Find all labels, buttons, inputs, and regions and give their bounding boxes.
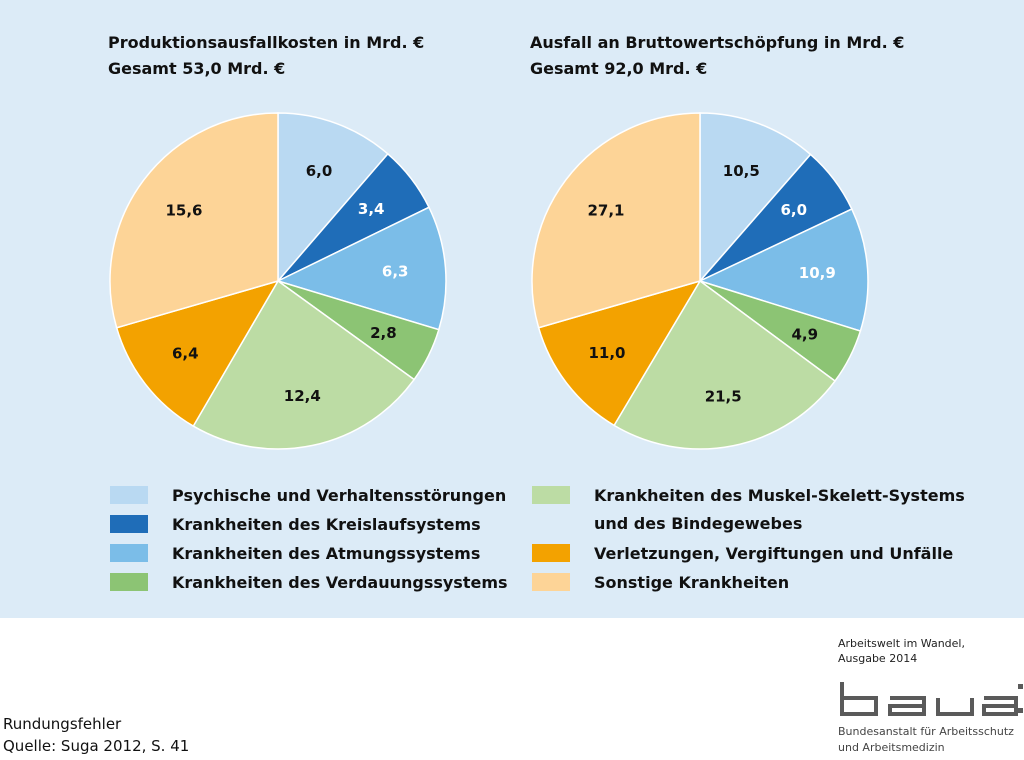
organisation-line-1: Bundesanstalt für Arbeitsschutz [838,725,1014,738]
legend-swatch [110,515,148,533]
legend-item-psychische: Psychische und Verhaltensstörungen [110,482,506,508]
pie-slice-verletzungen [537,279,702,427]
legend-label: Krankheiten des Verdauungssystems [172,572,508,592]
legend-item-sonstige: Sonstige Krankheiten [532,569,789,595]
legend-swatch [110,573,148,591]
pie-slice-psychische [699,112,812,283]
slice-label-atmung: 6,3 [382,263,409,281]
rounding-note: Rundungsfehler [3,715,122,733]
legend-item-verdauung: Krankheiten des Verdauungssystems [110,569,508,595]
baua-logo [840,682,1023,716]
organisation-name: Bundesanstalt für Arbeitsschutz und Arbe… [838,724,1014,756]
chart-2-subtitle: Gesamt 92,0 Mrd. € [530,59,708,78]
legend-swatch [532,486,570,504]
legend-label: Verletzungen, Vergiftungen und Unfälle [594,543,954,563]
slice-label-kreislauf: 3,4 [358,200,385,218]
legend-swatch [110,486,148,504]
slice-label-muskel-skelett: 21,5 [705,387,742,405]
publication-line-2: Ausgabe 2014 [838,652,918,665]
publication-info: Arbeitswelt im Wandel, Ausgabe 2014 [838,636,965,666]
source-note: Quelle: Suga 2012, S. 41 [3,737,190,755]
slice-label-verletzungen: 6,4 [172,344,199,362]
slice-label-verdauung: 2,8 [370,324,397,342]
slice-label-muskel-skelett: 12,4 [284,387,321,405]
publication-line-1: Arbeitswelt im Wandel, [838,637,965,650]
pie-chart-1: 6,0 3,4 6,3 2,8 12,4 6,4 15,6 [109,112,447,450]
chart-panel: Produktionsausfallkosten in Mrd. € Gesam… [0,0,1024,618]
slice-label-kreislauf: 6,0 [781,201,808,219]
organisation-line-2: und Arbeitsmedizin [838,741,945,754]
slice-label-atmung: 10,9 [799,264,836,282]
legend-label: Sonstige Krankheiten [594,572,790,592]
chart-1-title: Produktionsausfallkosten in Mrd. € Gesam… [108,30,424,82]
chart-2-title-text: Ausfall an Bruttowertschöpfung in Mrd. € [530,33,905,52]
pie-slice-psychische [277,112,389,284]
chart-1-title-text: Produktionsausfallkosten in Mrd. € [108,33,425,52]
legend-label: Psychische und Verhaltensstörungen [172,485,507,505]
legend-label: Krankheiten des Atmungssystems [172,543,481,563]
legend-swatch [532,573,570,591]
legend-label: Krankheiten des Kreislaufsystems [172,514,481,534]
legend-label: Krankheiten des Muskel-Skelett-Systems [594,485,965,505]
legend-item-muskel-skelett: Krankheiten des Muskel-Skelett-Systems [532,482,965,508]
legend-item-verletzungen: Verletzungen, Vergiftungen und Unfälle [532,540,953,566]
pie-chart-2: 10,5 6,0 10,9 4,9 21,5 11,0 27,1 [531,112,869,450]
chart-2-title: Ausfall an Bruttowertschöpfung in Mrd. €… [530,30,904,82]
pie-slice-muskel-skelett [192,279,416,450]
chart-1-subtitle: Gesamt 53,0 Mrd. € [108,59,286,78]
legend-item-atmung: Krankheiten des Atmungssystems [110,540,480,566]
slice-label-psychische: 6,0 [306,162,333,180]
slice-label-verdauung: 4,9 [792,325,819,343]
pie-slice-sonstige [109,112,279,329]
slice-label-sonstige: 15,6 [165,201,202,219]
pie-charts: 6,0 3,4 6,3 2,8 12,4 6,4 15,6 10,5 6,0 10,9 4,9 21… [109,112,869,450]
legend-item-kreislauf: Krankheiten des Kreislaufsystems [110,511,481,537]
legend-swatch [532,544,570,562]
pie-slice-muskel-skelett [613,279,837,450]
pie-slice-atmung [275,206,447,331]
legend-swatch [110,544,148,562]
pie-slice-sonstige [531,112,701,329]
legend-label-continuation: und des Bindegewebes [594,514,803,533]
pie-slice-verletzungen [115,279,280,428]
slice-label-sonstige: 27,1 [587,201,624,219]
slice-label-psychische: 10,5 [723,162,760,180]
slice-label-verletzungen: 11,0 [588,344,625,362]
pie-slice-atmung [697,208,869,332]
